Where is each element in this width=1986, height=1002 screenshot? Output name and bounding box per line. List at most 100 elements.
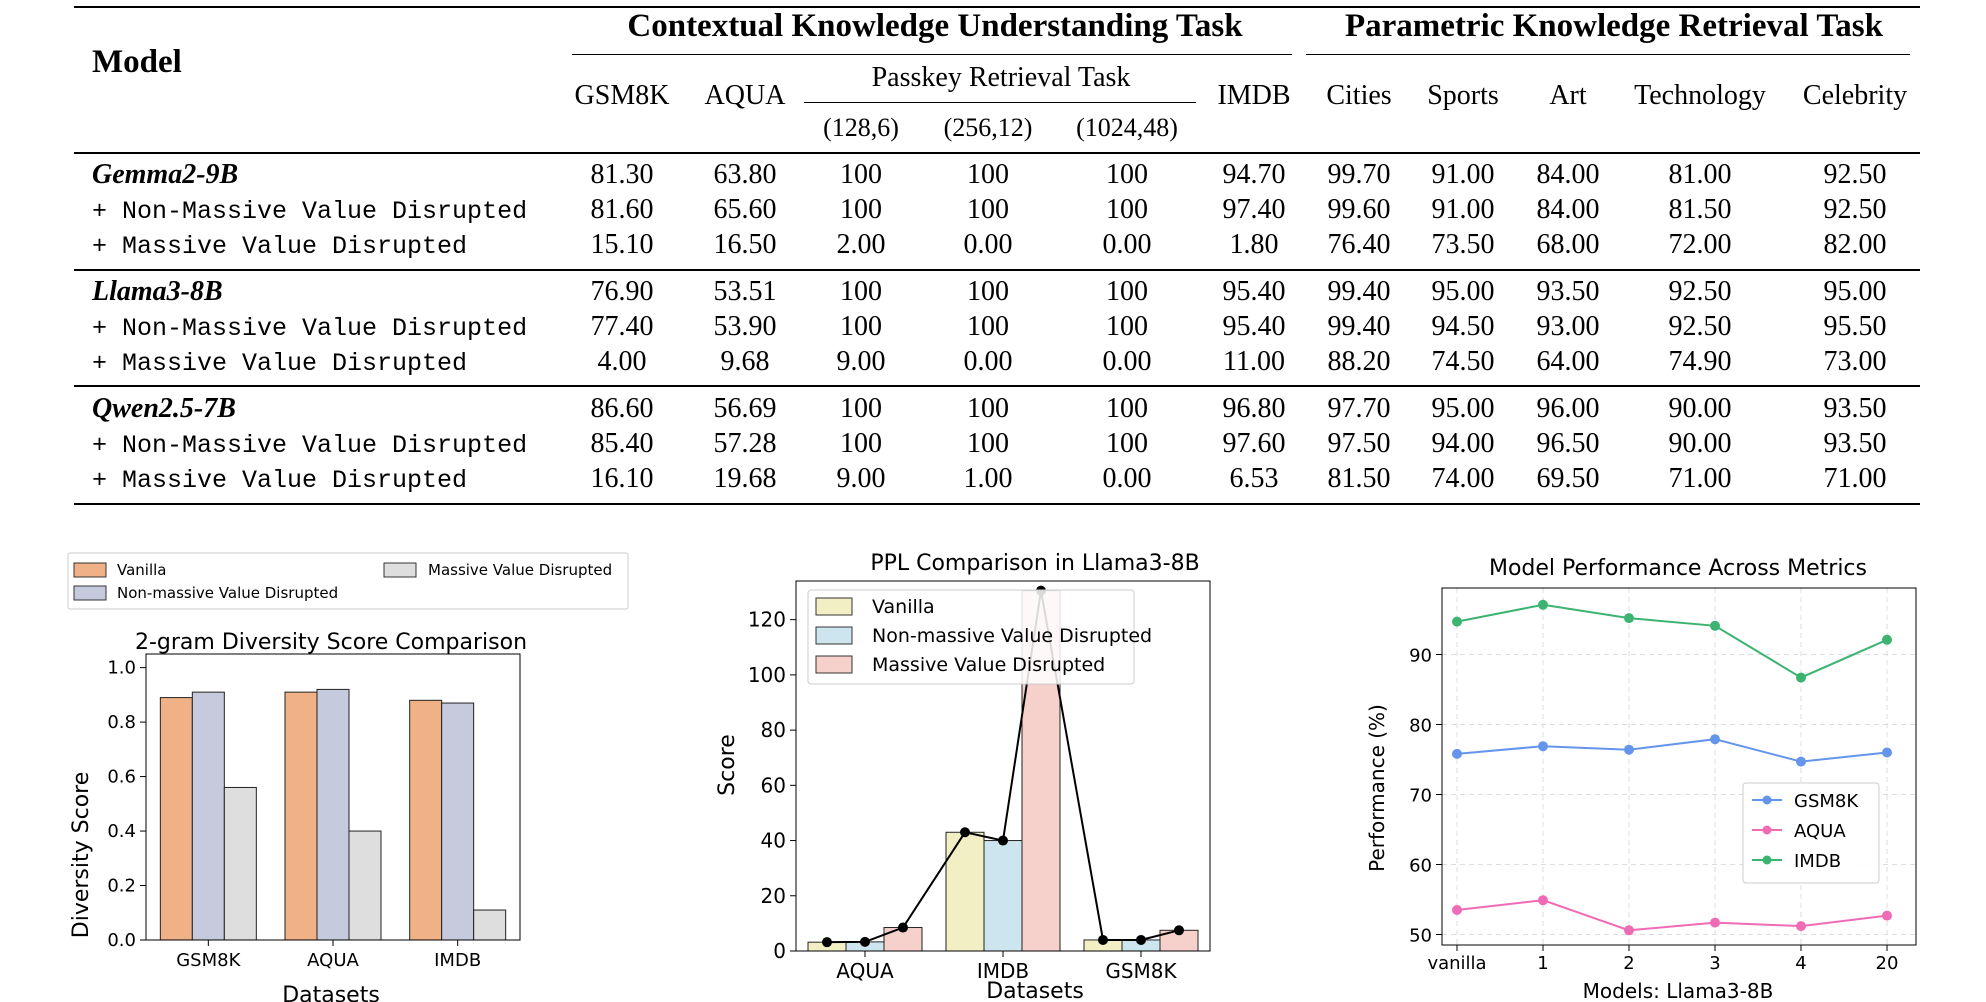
table-cell: 84.00: [1536, 159, 1600, 190]
table-cell: 99.40: [1327, 276, 1391, 307]
series-point: [1452, 905, 1462, 915]
x-tick-label: 4: [1795, 953, 1806, 974]
table-cell: 95.00: [1431, 276, 1495, 307]
y-tick-label: 40: [761, 829, 786, 853]
legend-massive: Massive Value Disrupted: [428, 561, 612, 579]
x-tick-label: IMDB: [977, 959, 1029, 983]
series-point: [1538, 599, 1548, 610]
table-cell: 9.00: [836, 346, 886, 377]
performance-plot-area: 50 60 70 80 90 vanilla 1 2 3 4 20: [1409, 587, 1917, 974]
bar: [441, 702, 475, 941]
y-tick-label: 1.0: [107, 658, 136, 679]
table-cell: 100: [967, 393, 1009, 424]
table-cell: 91.00: [1431, 159, 1495, 190]
table-cell: 76.90: [590, 276, 654, 307]
ppl-title: PPL Comparison in Llama3-8B: [870, 551, 1199, 576]
series-point: [1882, 910, 1892, 921]
y-tick-label: 100: [748, 663, 786, 687]
col-celebrity: Celebrity: [1802, 80, 1908, 111]
table-cell: 71.00: [1823, 463, 1887, 494]
y-tick-label: 0: [773, 939, 786, 963]
series-line: [1456, 738, 1888, 763]
y-tick-label: 0.2: [107, 876, 136, 897]
series-point: [1796, 756, 1806, 767]
bar: [191, 691, 225, 941]
performance-title: Model Performance Across Metrics: [1489, 556, 1867, 581]
table-cell: 0.00: [963, 346, 1013, 377]
y-tick-label: 60: [1409, 856, 1432, 877]
table-cell: 92.50: [1823, 194, 1887, 225]
series-point: [1710, 620, 1720, 631]
table-cell: 86.60: [590, 393, 654, 424]
table-cell: 0.00: [1102, 229, 1152, 260]
bar: [223, 786, 257, 941]
table-cell: 100: [1106, 194, 1148, 225]
series-point: [1624, 613, 1634, 624]
table-cell: 63.80: [713, 159, 777, 190]
contextual-task-header: Contextual Knowledge Understanding Task: [627, 8, 1243, 44]
x-tick-label: AQUA: [836, 959, 894, 983]
table-cell: 68.00: [1536, 229, 1600, 260]
series-point: [1452, 616, 1462, 627]
col-passkey-256: (256,12): [943, 113, 1033, 142]
table-cell: 71.00: [1668, 463, 1732, 494]
contextual-header-rule: [572, 54, 1292, 55]
y-tick-label: 80: [1409, 716, 1432, 737]
x-tick-label: 2: [1623, 953, 1634, 974]
table-cell: 100: [1106, 276, 1148, 307]
x-tick-label: vanilla: [1427, 953, 1486, 974]
table-cell: 56.69: [713, 393, 777, 424]
table-cell: 88.20: [1327, 346, 1391, 377]
table-cell: 99.40: [1327, 311, 1391, 342]
ppl-ylabel: Score: [715, 734, 740, 796]
table-cell: 2.00: [836, 229, 886, 260]
legend-vanilla: Vanilla: [117, 561, 167, 579]
table-cell: 53.51: [713, 276, 777, 307]
table-cell: 95.00: [1823, 276, 1887, 307]
x-tick-label: 20: [1876, 953, 1899, 974]
parametric-task-header: Parametric Knowledge Retrieval Task: [1345, 8, 1883, 44]
variant-label: + Massive Value Disrupted: [92, 349, 468, 378]
table-cell: 73.50: [1431, 229, 1495, 260]
diversity-chart: Vanilla Non-massive Value Disrupted Mass…: [67, 552, 629, 1002]
table-cell: 100: [840, 194, 882, 225]
table-cell: 16.10: [590, 463, 654, 494]
table-cell: 57.28: [713, 428, 777, 459]
header-rule: [74, 152, 1920, 154]
legend-gsm8k: GSM8K: [1794, 791, 1859, 812]
table-cell: 69.50: [1536, 463, 1600, 494]
col-technology: Technology: [1634, 80, 1766, 111]
table-cell: 100: [1106, 159, 1148, 190]
col-cities: Cities: [1326, 80, 1392, 111]
ppl-chart: PPL Comparison in Llama3-8B Datasets Sco…: [715, 551, 1211, 1002]
table-cell: 84.00: [1536, 194, 1600, 225]
table-cell: 1.80: [1229, 229, 1279, 260]
table-cell: 9.68: [720, 346, 770, 377]
table-cell: 82.00: [1823, 229, 1887, 260]
table-cell: 100: [967, 311, 1009, 342]
series-point: [1796, 921, 1806, 932]
bottom-rule: [74, 503, 1920, 505]
table-cell: 85.40: [590, 428, 654, 459]
series-line: [1456, 603, 1888, 679]
variant-label: + Massive Value Disrupted: [92, 466, 468, 495]
table-cell: 90.00: [1668, 393, 1732, 424]
plot-frame: [795, 580, 1211, 952]
diversity-ylabel: Diversity Score: [69, 772, 94, 938]
table-cell: 92.50: [1668, 276, 1732, 307]
x-tick-label: GSM8K: [176, 950, 241, 971]
table-cell: 74.00: [1431, 463, 1495, 494]
table-cell: 100: [967, 276, 1009, 307]
table-cell: 1.00: [963, 463, 1013, 494]
x-tick-label: IMDB: [434, 950, 481, 971]
ppl-legend-non-massive: Non-massive Value Disrupted: [872, 625, 1152, 647]
table-cell: 74.50: [1431, 346, 1495, 377]
y-tick-label: 0.8: [107, 712, 136, 733]
series-point: [1882, 634, 1892, 645]
table-cell: 93.50: [1823, 393, 1887, 424]
table-cell: 90.00: [1668, 428, 1732, 459]
variant-label: + Non-Massive Value Disrupted: [92, 314, 528, 343]
x-tick-label: 1: [1537, 953, 1548, 974]
x-tick-label: 3: [1709, 953, 1720, 974]
table-cell: 97.40: [1222, 194, 1286, 225]
